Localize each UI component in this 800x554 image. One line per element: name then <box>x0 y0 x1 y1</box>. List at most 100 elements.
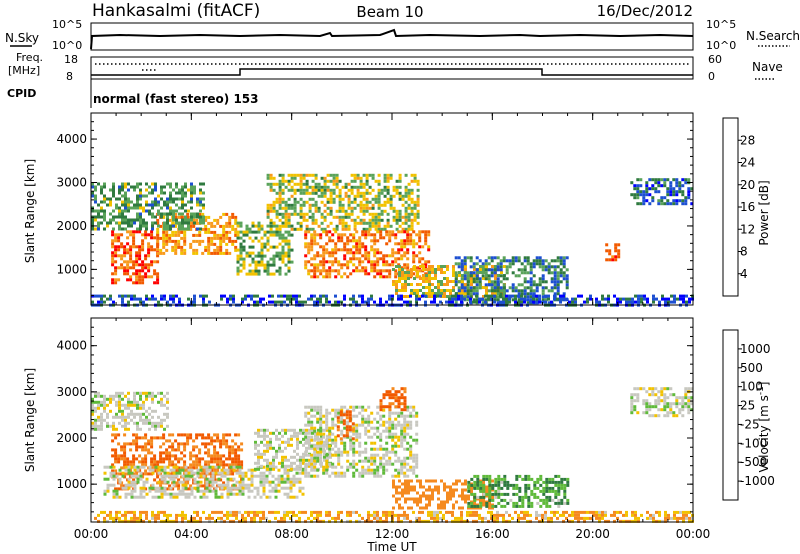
power-cell <box>269 233 273 237</box>
power-cell <box>175 191 178 195</box>
power-cell <box>410 292 413 295</box>
power-cell <box>529 271 533 275</box>
power-cell <box>112 191 115 195</box>
velocity-cell <box>163 471 167 475</box>
power-cell <box>376 269 380 273</box>
power-cell <box>216 245 220 249</box>
velocity-cell <box>263 443 266 447</box>
power-cell <box>469 286 473 290</box>
power-cell <box>239 254 243 258</box>
power-cell <box>526 292 530 296</box>
power-cell <box>142 300 145 304</box>
freq-label-1: Freq. <box>16 51 43 64</box>
velocity-cell <box>184 495 188 499</box>
power-cell <box>415 297 418 301</box>
velocity-cell <box>130 418 133 422</box>
velocity-cell <box>168 484 172 488</box>
freq-tick-top-left: 18 <box>64 53 78 66</box>
power-cell <box>166 221 169 225</box>
power-cell <box>487 274 491 278</box>
power-cell <box>556 256 560 260</box>
velocity-cell <box>232 468 236 472</box>
velocity-cell <box>208 465 212 469</box>
velocity-cell <box>109 474 113 478</box>
power-cell <box>328 230 332 234</box>
noise-panel: N.Sky 10^5 10^0 10^5 10^0 N.Search <box>5 18 800 52</box>
velocity-cell <box>404 491 407 495</box>
power-cell <box>130 221 133 225</box>
power-cell <box>202 191 205 195</box>
velocity-cell <box>217 465 221 469</box>
power-cell <box>619 300 622 304</box>
power-cell <box>614 243 618 247</box>
power-cell <box>120 242 124 246</box>
power-cell <box>97 294 100 298</box>
velocity-cell <box>117 460 121 464</box>
power-cell <box>118 212 121 216</box>
power-cell <box>335 209 339 213</box>
power-cell <box>362 206 366 210</box>
velocity-cell <box>214 495 218 499</box>
velocity-cell <box>121 403 124 407</box>
power-cell <box>213 233 217 237</box>
power-cell <box>278 185 282 189</box>
power-cell <box>388 239 392 243</box>
power-cell <box>430 300 433 304</box>
velocity-cell <box>177 433 181 437</box>
velocity-cell <box>120 454 124 458</box>
power-cell <box>428 289 431 292</box>
velocity-cell <box>166 397 169 401</box>
power-cell <box>281 176 285 180</box>
power-cell <box>478 286 482 290</box>
power-cell <box>499 292 503 296</box>
power-cell <box>290 173 294 177</box>
velocity-cell <box>156 475 160 479</box>
power-cell <box>304 236 308 240</box>
power-cell <box>493 286 497 290</box>
power-cell <box>496 283 500 287</box>
power-cell <box>466 295 470 299</box>
power-cell <box>280 300 283 304</box>
power-cell <box>395 179 399 183</box>
power-cell <box>358 245 362 249</box>
power-cell <box>434 277 437 280</box>
velocity-cell <box>115 495 119 499</box>
power-cell <box>681 199 685 203</box>
velocity-cell <box>250 468 254 472</box>
power-cell <box>202 215 205 219</box>
velocity-cell <box>403 456 407 460</box>
power-cell <box>422 265 425 268</box>
power-cell <box>317 206 321 210</box>
velocity-cell <box>201 484 205 488</box>
power-cell <box>350 185 354 189</box>
power-cell <box>118 294 121 298</box>
power-cell <box>320 191 324 195</box>
power-cell <box>196 227 199 231</box>
velocity-cell <box>269 431 272 435</box>
power-cell <box>281 191 285 195</box>
power-cell <box>278 251 282 255</box>
power-cbar-tick-label: 16 <box>740 200 755 214</box>
power-cell <box>290 248 294 252</box>
power-cell <box>305 191 309 195</box>
velocity-cell <box>302 458 305 462</box>
velocity-cell <box>403 429 407 433</box>
power-cell <box>347 212 351 216</box>
velocity-cell <box>281 428 284 432</box>
power-cell <box>416 271 419 274</box>
velocity-cell <box>323 452 326 456</box>
velocity-cell <box>195 433 199 437</box>
power-cell <box>114 248 118 252</box>
velocity-cell <box>379 435 383 439</box>
power-cell <box>319 263 323 267</box>
power-cell <box>160 294 163 298</box>
power-cell <box>409 294 412 298</box>
velocity-cell <box>331 417 335 421</box>
power-cell <box>523 271 527 275</box>
velocity-cell <box>337 408 341 412</box>
velocity-cell <box>201 457 205 461</box>
power-cell <box>260 254 264 258</box>
power-cell <box>319 269 323 273</box>
velocity-cell <box>263 428 266 432</box>
power-cell <box>156 245 160 249</box>
